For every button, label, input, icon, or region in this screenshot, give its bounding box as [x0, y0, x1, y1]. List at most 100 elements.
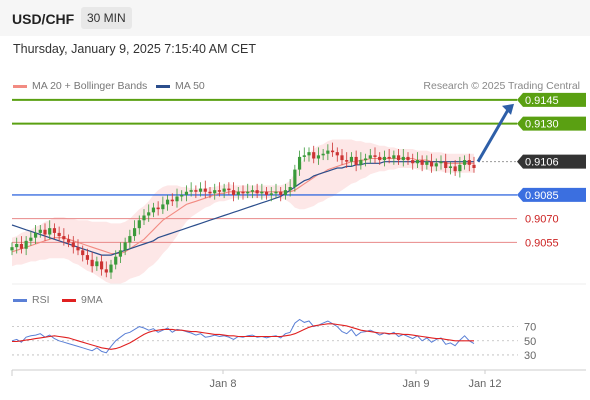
candle	[137, 220, 141, 229]
9ma-swatch	[62, 298, 76, 302]
candle	[104, 269, 108, 273]
candle	[283, 190, 288, 195]
candle	[392, 155, 396, 159]
candle	[151, 207, 156, 213]
symbol-label: USD/CHF	[12, 11, 75, 27]
candle	[312, 152, 316, 159]
candle	[48, 228, 52, 235]
candle	[373, 155, 377, 157]
candle	[208, 191, 212, 194]
legend-rsi: RSI	[13, 294, 50, 306]
legend-ma50: MA 50	[156, 80, 205, 92]
candle	[203, 188, 207, 192]
candle	[184, 191, 189, 195]
candle	[354, 156, 358, 165]
bollinger-band	[12, 139, 474, 284]
candle	[222, 188, 226, 192]
candle	[345, 160, 349, 162]
candle	[24, 240, 28, 249]
rsi-tick-label: 30	[524, 350, 536, 362]
candle	[62, 236, 66, 240]
candle	[453, 166, 457, 172]
candle	[462, 160, 467, 165]
candle	[71, 242, 75, 248]
candle	[401, 156, 405, 161]
candle	[132, 228, 137, 237]
candle	[123, 242, 127, 251]
candle	[43, 229, 47, 235]
price-tag-label-0.9085: 0.9085	[525, 190, 559, 202]
candle	[90, 259, 94, 267]
candle	[368, 155, 372, 159]
price-tag-label-0.9145: 0.9145	[525, 95, 559, 107]
candle	[142, 215, 146, 221]
candle	[57, 232, 61, 237]
candle	[406, 156, 410, 161]
time-tick-label: Jan 12	[468, 378, 501, 390]
legend-9ma-label: 9MA	[81, 294, 103, 306]
price-tag-0.9130	[517, 116, 586, 131]
candle	[293, 169, 297, 187]
candle	[15, 244, 19, 248]
candle	[180, 194, 184, 197]
legend-ma20: MA 20 + Bollinger Bands	[13, 80, 147, 92]
datetime-label: Thursday, January 9, 2025 7:15:40 AM CET	[13, 42, 256, 56]
chart-header: USD/CHF 30 MIN	[0, 0, 590, 36]
legend-ma20-label: MA 20 + Bollinger Bands	[32, 80, 148, 92]
candle	[52, 228, 57, 233]
forecast-arrow-line	[476, 109, 510, 163]
rsi-tick-label: 70	[524, 322, 536, 334]
candle	[95, 261, 99, 267]
candle	[165, 199, 170, 205]
candle	[429, 161, 434, 167]
candle	[420, 160, 424, 165]
candle	[260, 191, 264, 194]
candle	[189, 190, 193, 192]
candle	[99, 261, 104, 270]
candle	[147, 212, 151, 216]
candle	[396, 155, 401, 161]
candle	[198, 188, 203, 192]
candle	[326, 150, 330, 154]
candle	[330, 150, 335, 153]
legend-9ma: 9MA	[62, 294, 103, 306]
candles	[10, 142, 476, 279]
candle	[349, 156, 354, 162]
candle	[194, 190, 198, 192]
candle	[114, 256, 118, 265]
candle	[444, 161, 448, 168]
legend-rsi-label: RSI	[32, 294, 50, 306]
candle	[378, 156, 382, 161]
candle	[340, 155, 344, 161]
candle	[467, 160, 471, 165]
ma50-swatch	[156, 84, 170, 88]
candle	[458, 164, 462, 172]
price-tag-0.9145	[517, 92, 586, 107]
forecast-arrow-head	[502, 103, 514, 115]
time-tick-label: Jan 8	[210, 378, 237, 390]
candle	[231, 190, 236, 195]
candle	[29, 237, 33, 241]
candle	[288, 187, 292, 191]
candle	[227, 188, 231, 191]
9ma-line	[12, 323, 474, 350]
candle	[170, 199, 174, 202]
candle	[66, 239, 71, 243]
timeframe-button[interactable]: 30 MIN	[81, 7, 132, 29]
candle	[434, 163, 438, 167]
candle	[472, 164, 476, 168]
candle	[387, 156, 391, 159]
candle	[264, 191, 269, 195]
candle	[363, 158, 368, 161]
candle	[10, 247, 14, 251]
candle	[321, 153, 325, 156]
ma50-line	[11, 161, 474, 256]
price-tag-label-0.9106: 0.9106	[525, 157, 559, 169]
candle	[213, 190, 217, 194]
candle	[109, 264, 113, 273]
candle	[269, 193, 273, 195]
rsi-swatch	[13, 298, 27, 302]
time-tick-label: Jan 9	[403, 378, 430, 390]
credit-label: Research © 2025 Trading Central	[423, 80, 580, 92]
